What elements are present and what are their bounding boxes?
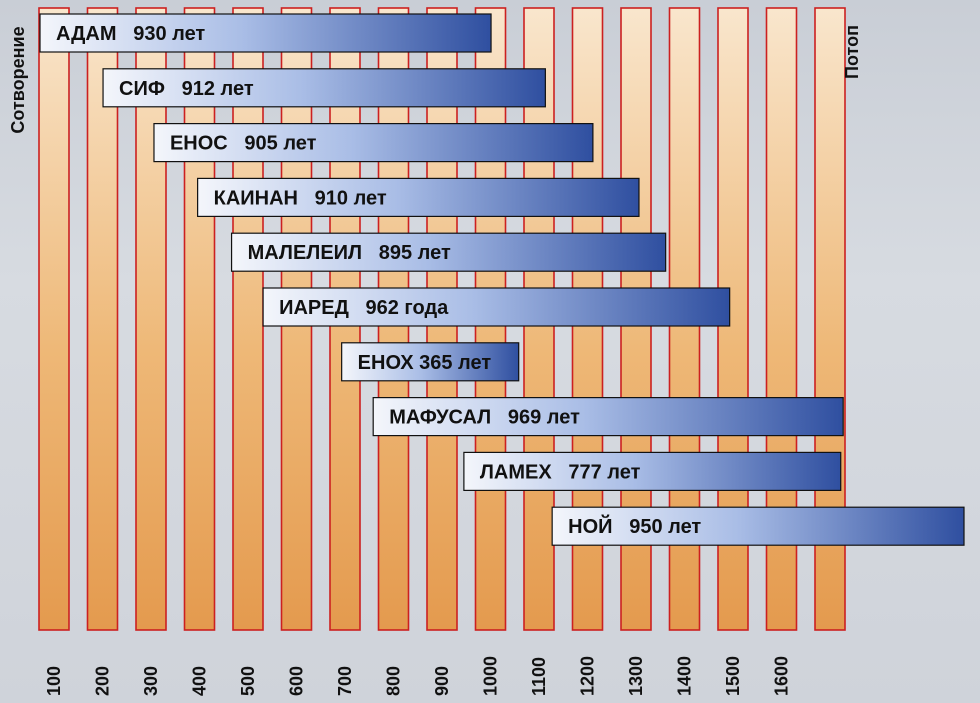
x-tick-label: 200	[93, 666, 113, 696]
lifespan-bar	[153, 122, 594, 163]
lifespan-bar	[39, 13, 492, 53]
lifespan-bar-group: НОЙ 950 лет	[551, 506, 965, 546]
lifespan-bar-label: ЕНОС 905 лет	[170, 133, 317, 155]
x-tick-label: 1200	[578, 656, 598, 696]
lifespan-bar-label: ЕНОХ 365 лет	[358, 352, 492, 374]
x-tick-label: 1000	[481, 656, 501, 696]
lifespan-bars: АДАМ 930 лет СИФ 912 лет ЕНОС 905 лет КАИНА…	[39, 13, 965, 546]
lifespan-bar	[230, 232, 667, 272]
x-tick-label: 700	[335, 666, 355, 696]
lifespan-bar-group: ЛАМЕХ 777 лет	[463, 451, 842, 491]
lifespan-bar-group: СИФ 912 лет	[102, 68, 546, 108]
lifespan-bar-label: ИАРЕД 962 года	[279, 297, 449, 319]
century-column	[135, 7, 167, 631]
flood-label: Потоп	[842, 25, 862, 79]
lifespan-bar-group: ИАРЕД 962 года	[262, 287, 731, 327]
lifespan-bar	[372, 397, 844, 437]
century-column	[86, 7, 119, 631]
lifespan-bar-label: ЛАМЕХ 777 лет	[480, 461, 641, 483]
lifespan-bar	[551, 506, 965, 546]
lifespan-bar-label: МАЛЕЛЕИЛ 895 лет	[248, 242, 451, 264]
x-tick-label: 100	[44, 666, 64, 696]
x-tick-label: 300	[141, 666, 161, 696]
x-tick-label: 800	[384, 666, 404, 696]
lifespan-bar-label: НОЙ 950 лет	[568, 514, 701, 538]
century-column	[38, 7, 70, 631]
creation-label: Сотворение	[8, 26, 28, 133]
century-column	[232, 7, 264, 631]
x-tick-label: 1500	[723, 656, 743, 696]
x-tick-label: 900	[432, 666, 452, 696]
x-tick-label: 1600	[772, 656, 792, 696]
x-tick-label: 1300	[626, 656, 646, 696]
lifespan-bar	[197, 177, 640, 217]
x-axis-ticks: 100 200 300 400 500 600 700 800 900 1000 1100 1200 1…	[44, 656, 792, 696]
lifespan-bar	[463, 451, 842, 491]
x-tick-label: 1400	[675, 656, 695, 696]
x-tick-label: 1100	[529, 657, 549, 696]
lifespan-bar-label: СИФ 912 лет	[119, 78, 254, 100]
lifespan-bar-group: МАФУСАЛ 969 лет	[372, 397, 844, 437]
lifespan-bar	[102, 68, 546, 108]
x-tick-label: 600	[287, 666, 307, 696]
x-tick-label: 400	[190, 666, 210, 696]
lifespan-bar-label: КАИНАН 910 лет	[214, 187, 387, 209]
century-column	[183, 7, 216, 631]
lifespan-bar	[341, 342, 520, 382]
lifespan-bar-label: МАФУСАЛ 969 лет	[389, 407, 580, 429]
lifespan-bar-group: ЕНОХ 365 лет	[341, 342, 520, 382]
lifespan-bar-group: АДАМ 930 лет	[39, 13, 492, 53]
lifespan-bar	[262, 287, 731, 327]
lifespan-bar-group: КАИНАН 910 лет	[197, 177, 640, 217]
lifespan-bar-label: АДАМ 930 лет	[56, 23, 205, 45]
x-tick-label: 500	[238, 666, 258, 696]
lifespan-bar-group: ЕНОС 905 лет	[153, 122, 594, 163]
lifespan-bar-group: МАЛЕЛЕИЛ 895 лет	[230, 232, 667, 272]
